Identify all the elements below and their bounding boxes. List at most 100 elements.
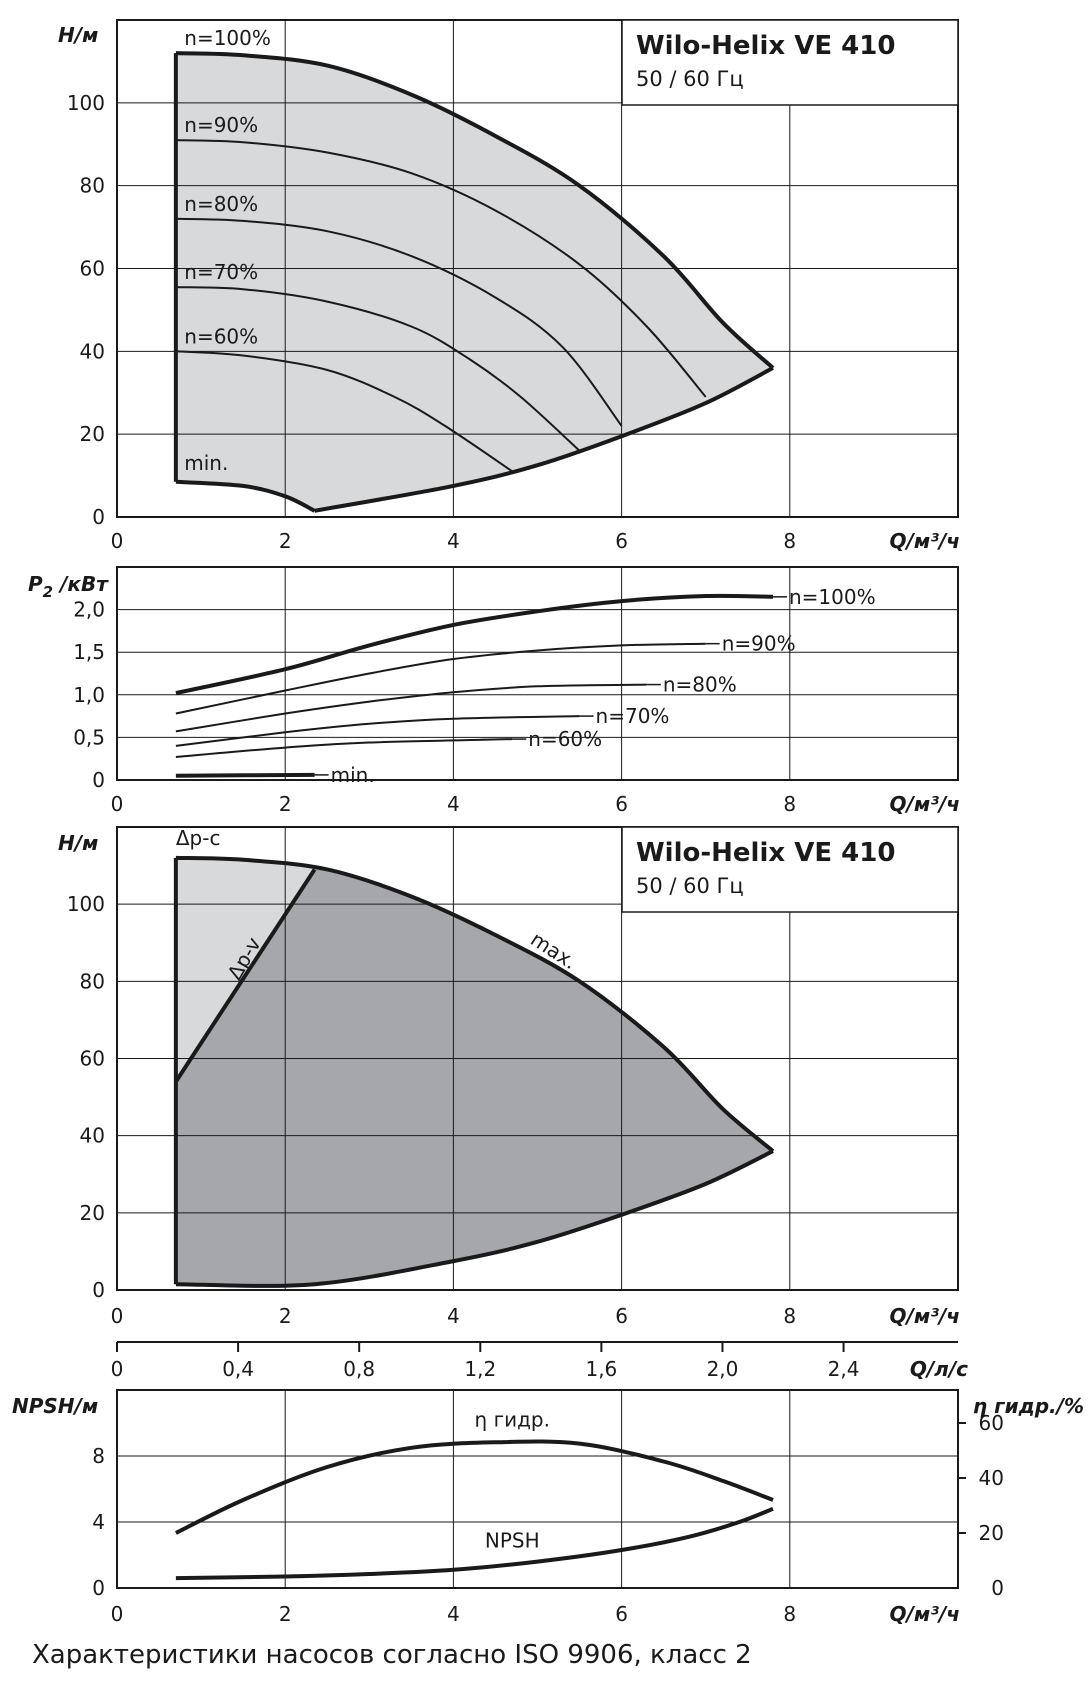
- control-ytick: 40: [80, 1124, 105, 1148]
- efficiency-curve: [175, 1439, 774, 1535]
- flow-ls-label: Q/л/с: [910, 1357, 968, 1381]
- head-curve-label: n=70%: [184, 260, 258, 284]
- control-title-box: [621, 826, 959, 913]
- power-ytick: 1,0: [73, 683, 105, 707]
- flow-ls-tick: 0,8: [343, 1357, 375, 1381]
- npsh-ylabel: NPSH/м: [12, 1394, 98, 1418]
- power-ylabel-part: 2: [43, 583, 53, 601]
- head-curve-label: n=60%: [184, 324, 258, 348]
- head-xtick: 4: [447, 529, 460, 553]
- head-ytick: 60: [80, 257, 105, 281]
- head-curve-label: n=90%: [184, 113, 258, 137]
- control-xtick: 6: [615, 1304, 628, 1328]
- npsh-y2tick: 60: [979, 1411, 1004, 1435]
- power-xlabel: Q/м³/ч: [890, 792, 960, 816]
- power-ytick: 2,0: [73, 598, 105, 622]
- head-curve: [175, 479, 316, 513]
- power-ytick: 0,5: [73, 725, 105, 749]
- control-boundary-lower: [175, 1149, 774, 1288]
- npsh-y2tick: 20: [979, 1521, 1004, 1545]
- npsh-label: NPSH: [485, 1529, 540, 1553]
- control-ytick: 60: [80, 1047, 105, 1071]
- head-curve: [175, 286, 581, 452]
- npsh-xtick: 8: [783, 1602, 796, 1626]
- head-ytick: 80: [80, 174, 105, 198]
- power-ytick: 1,5: [73, 640, 105, 664]
- npsh-ytick: 0: [92, 1576, 105, 1600]
- power-curve: [175, 738, 513, 758]
- flow-ls-tick: 1,2: [464, 1357, 496, 1381]
- flow-ls-tick: 2,0: [707, 1357, 739, 1381]
- power-xtick: 8: [783, 792, 796, 816]
- head-ytick: 40: [80, 339, 105, 363]
- head-xtick: 8: [783, 529, 796, 553]
- head-title-box: [621, 19, 959, 106]
- power-xtick: 4: [447, 792, 460, 816]
- power-ylabel-part: /кВт: [53, 572, 109, 596]
- npsh-ytick: 8: [92, 1444, 105, 1468]
- control-xtick: 8: [783, 1304, 796, 1328]
- head-boundary-lower: [314, 366, 774, 513]
- flow-ls-tick: 0: [111, 1357, 124, 1381]
- npsh-frame: [116, 1389, 959, 1589]
- control-max-curve: [175, 855, 775, 1153]
- power-curve: [175, 715, 580, 747]
- head-curve-label: min.: [184, 451, 228, 475]
- npsh-curve: [175, 1506, 774, 1581]
- head-curve: [175, 139, 707, 398]
- head-ytick: 20: [80, 422, 105, 446]
- power-xtick: 6: [615, 792, 628, 816]
- control-frame: [116, 826, 959, 1291]
- head-subtitle: 50 / 60 Гц: [636, 67, 744, 91]
- head-ytick: 100: [67, 91, 105, 115]
- head-ylabel: H/м: [58, 23, 98, 47]
- head-ytick: 0: [92, 505, 105, 529]
- npsh-xtick: 4: [447, 1602, 460, 1626]
- power-curve: [175, 593, 774, 696]
- power-curve-label: n=70%: [596, 704, 670, 728]
- npsh-xtick: 6: [615, 1602, 628, 1626]
- flow-ls-tick: 2,4: [828, 1357, 860, 1381]
- npsh-ytick: 4: [92, 1510, 105, 1534]
- power-xtick: 2: [279, 792, 292, 816]
- flow-ls-tick: 0,4: [222, 1357, 254, 1381]
- control-dpv-line: [174, 868, 317, 1083]
- head-operating-region: [175, 53, 773, 511]
- head-frame: [116, 19, 959, 518]
- efficiency-label: η гидр.: [475, 1407, 550, 1431]
- control-subtitle: 50 / 60 Гц: [636, 874, 744, 898]
- power-curve: [175, 683, 647, 733]
- head-curve-label: n=100%: [184, 26, 271, 50]
- head-xlabel: Q/м³/ч: [890, 529, 960, 553]
- npsh-xtick: 2: [279, 1602, 292, 1626]
- control-xlabel: Q/м³/ч: [890, 1304, 960, 1328]
- head-curve-label: n=80%: [184, 192, 258, 216]
- control-ytick: 80: [80, 969, 105, 993]
- power-ytick: 0: [92, 768, 105, 792]
- head-xtick: 2: [279, 529, 292, 553]
- control-ytick: 20: [80, 1201, 105, 1225]
- head-curve: [175, 350, 513, 473]
- npsh-xtick: 0: [111, 1602, 124, 1626]
- flow-ls-tick: 1,6: [585, 1357, 617, 1381]
- power-ylabel-part: P: [28, 572, 43, 596]
- control-title: Wilo-Helix VE 410: [636, 838, 895, 868]
- npsh-y2tick: 0: [991, 1576, 1004, 1600]
- power-curve-label: min.: [331, 763, 375, 787]
- power-curve-label: n=90%: [722, 632, 796, 656]
- control-xtick: 2: [279, 1304, 292, 1328]
- caption: Характеристики насосов согласно ISO 9906…: [32, 1640, 752, 1670]
- head-title: Wilo-Helix VE 410: [636, 31, 895, 61]
- control-ylabel: H/м: [58, 831, 98, 855]
- power-curve-label: n=100%: [789, 585, 876, 609]
- npsh-y2tick: 40: [979, 1466, 1004, 1490]
- control-ytick: 100: [67, 892, 105, 916]
- control-region-dpv: [175, 869, 773, 1286]
- power-ylabel: P2 /кВт: [28, 572, 109, 601]
- head-xtick: 0: [111, 529, 124, 553]
- power-curve-label: n=60%: [528, 727, 602, 751]
- head-curve: [175, 217, 623, 427]
- power-frame: [116, 566, 959, 781]
